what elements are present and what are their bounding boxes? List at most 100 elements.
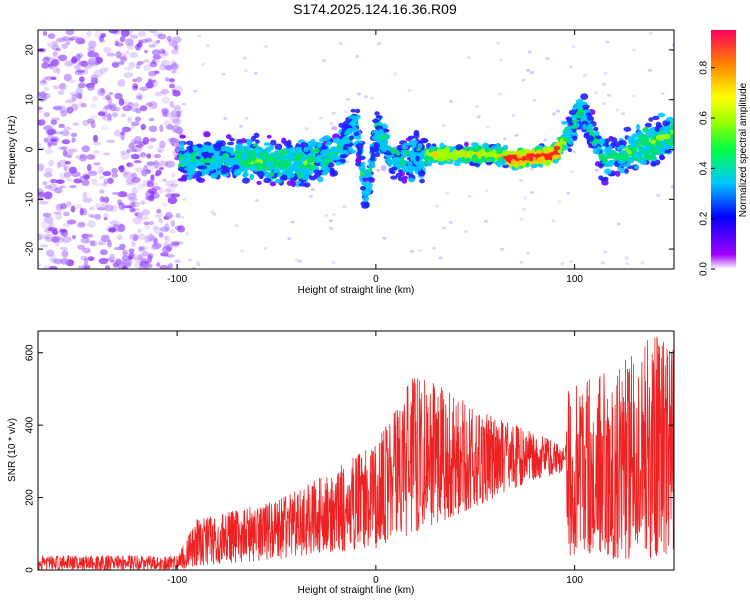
spectrogram-blob <box>164 223 170 232</box>
spectrogram-blob <box>149 235 158 243</box>
spectrogram-blob <box>144 224 151 231</box>
spectrogram-blob <box>530 163 538 168</box>
spectrogram-blob <box>583 106 589 111</box>
spectrogram-blob <box>587 124 593 130</box>
spectrogram-blob <box>517 159 524 166</box>
spectrogram-blob <box>613 141 621 148</box>
spectrogram-blob <box>130 125 135 130</box>
spectrogram-blob <box>71 137 76 143</box>
spectrogram-blob <box>527 50 532 54</box>
spectrogram-blob <box>366 177 375 181</box>
spectrogram-blob <box>113 223 119 229</box>
spectrogram-blob <box>145 81 154 89</box>
spectrogram-blob <box>316 154 323 159</box>
spectrogram-blob <box>328 219 333 223</box>
spectrogram-blob <box>72 122 80 126</box>
spectrogram-blob <box>142 59 150 63</box>
spectrogram-blob <box>153 160 159 165</box>
spectrogram-blob <box>38 109 43 114</box>
spectrogram-blob <box>286 180 294 186</box>
spectrogram-blob <box>629 156 635 163</box>
spectrogram-blob <box>310 187 315 191</box>
spectrogram-blob <box>173 85 183 93</box>
spectrogram-blob <box>128 203 136 209</box>
spectrogram-blob <box>149 138 157 142</box>
spectrogram-blob <box>60 130 70 136</box>
spectrogram-blob <box>225 148 235 154</box>
spectrogram-blob <box>120 56 128 62</box>
spectrogram-blob <box>50 58 60 67</box>
spectrogram-blob <box>99 67 107 74</box>
spectrogram-blob <box>143 49 148 54</box>
spectrogram-blob <box>605 40 610 44</box>
y-tick-label: 600 <box>25 344 36 361</box>
spectrogram-blob <box>464 230 469 234</box>
spectrogram-blob <box>534 153 542 158</box>
spectrogram-blob <box>642 136 649 144</box>
spectrogram-blob <box>582 73 587 77</box>
spectrogram-blob <box>355 143 364 150</box>
spectrogram-blob <box>70 171 81 177</box>
spectrogram-blob <box>128 248 135 253</box>
spectrogram-blob <box>78 76 85 83</box>
spectrogram-blob <box>552 158 559 164</box>
colorbar <box>711 30 736 269</box>
spectrogram-blob <box>360 161 366 168</box>
spectrogram-blob <box>83 257 89 266</box>
spectrogram-blob <box>159 187 164 194</box>
spectrogram-blob <box>87 50 97 58</box>
spectrogram-blob <box>570 170 575 174</box>
spectrogram-blob <box>165 160 176 168</box>
colorbar-tick-label: 0.0 <box>699 262 710 276</box>
spectrogram-blob <box>653 148 660 156</box>
spectrogram-blob <box>330 155 336 162</box>
spectrogram-blob <box>469 161 475 166</box>
spectrogram-blob <box>48 159 54 167</box>
spectrogram-blob <box>78 222 86 227</box>
spectrogram-blob <box>156 208 162 213</box>
spectrogram-blob <box>514 133 519 137</box>
spectrogram-blob <box>110 204 118 213</box>
spectrogram-blob <box>61 43 69 49</box>
spectrogram-blob <box>572 150 577 154</box>
spectrogram-blob <box>62 223 72 227</box>
spectrogram-blob <box>313 169 320 175</box>
spectrogram-blob <box>398 160 406 166</box>
spectrogram-blob <box>628 138 634 145</box>
spectrogram-blob <box>196 263 201 267</box>
spectrogram-blob <box>570 124 578 129</box>
spectrogram-blob <box>297 259 302 263</box>
spectrogram-blob <box>322 135 331 142</box>
spectrogram-blob <box>571 119 578 124</box>
spectrogram-blob <box>393 72 398 76</box>
spectrogram-blob <box>154 91 163 97</box>
spectrogram-blob <box>171 40 178 49</box>
spectrogram-blob <box>204 169 210 175</box>
y-tick-label: 200 <box>25 489 36 506</box>
spectrogram-blob <box>99 249 108 256</box>
spectrogram-blob <box>192 145 198 153</box>
spectrogram-blob <box>157 33 167 40</box>
snr-line <box>38 336 674 570</box>
spectrogram-blob <box>48 142 58 147</box>
spectrogram-blob <box>502 149 509 157</box>
spectrogram-blob <box>55 212 63 220</box>
spectrogram-blob <box>141 250 149 257</box>
spectrogram-blob <box>154 161 160 170</box>
spectrogram-blob <box>348 135 354 141</box>
spectrogram-blob <box>498 92 503 96</box>
spectrogram-blob <box>122 171 133 179</box>
spectrogram-blob <box>94 214 102 220</box>
spectrogram-blob <box>174 126 184 134</box>
spectrogram-blob <box>148 79 157 83</box>
spectrogram-blob <box>103 46 112 54</box>
spectrogram-blob <box>400 149 407 155</box>
spectrogram-blob <box>120 152 130 160</box>
spectrogram-blob <box>283 154 289 161</box>
y-tick-label: 400 <box>25 416 36 433</box>
spectrogram-blob <box>68 166 77 174</box>
spectrogram-blob <box>502 144 509 151</box>
spectrogram-blob <box>293 161 302 166</box>
spectrogram-blob <box>243 163 252 168</box>
spectrogram-blob <box>179 141 185 148</box>
